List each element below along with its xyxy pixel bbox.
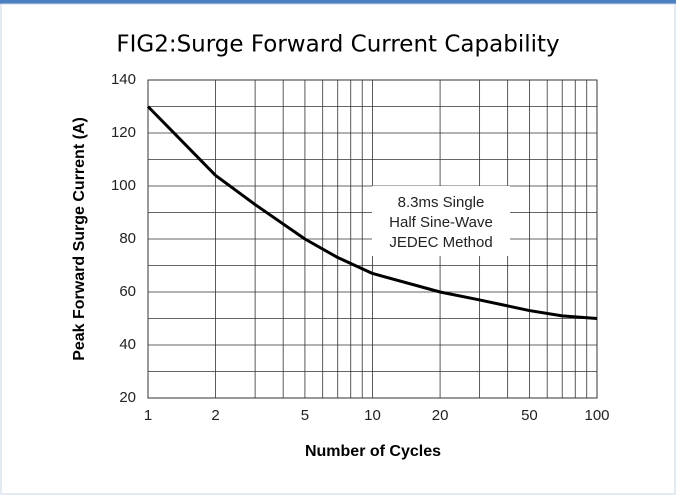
x-tick-label: 100 <box>584 407 609 424</box>
top-bar <box>0 0 676 4</box>
y-tick-label: 80 <box>119 230 136 247</box>
x-tick-label: 50 <box>521 407 538 424</box>
y-tick-label: 120 <box>111 124 136 141</box>
annotation-box <box>372 186 510 256</box>
annotation: 8.3ms Single <box>398 194 485 211</box>
y-tick-label: 60 <box>119 283 136 300</box>
y-tick-label: 140 <box>111 71 136 88</box>
x-axis-label: Number of Cycles <box>305 443 441 460</box>
y-tick-label: 40 <box>119 336 136 353</box>
chart-title: FIG2:Surge Forward Current Capability <box>116 32 559 58</box>
x-tick-label: 1 <box>144 407 152 424</box>
y-axis-label: Peak Forward Surge Current (A) <box>71 117 88 361</box>
data-line <box>146 105 598 320</box>
x-tick-label: 2 <box>211 407 219 424</box>
x-tick-label: 20 <box>432 407 449 424</box>
annotation: Half Sine-Wave <box>389 214 493 231</box>
x-tick-label: 5 <box>301 407 309 424</box>
y-tick-label: 20 <box>119 389 136 406</box>
frame <box>0 3 676 495</box>
annotation: JEDEC Method <box>389 234 492 251</box>
x-tick-label: 10 <box>364 407 381 424</box>
plot-border <box>147 79 598 399</box>
y-tick-label: 100 <box>111 177 136 194</box>
